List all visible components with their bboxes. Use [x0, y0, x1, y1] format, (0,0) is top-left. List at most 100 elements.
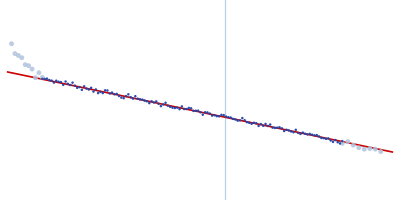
Point [169, 106, 176, 109]
Point [176, 108, 183, 111]
Point [22, 63, 28, 66]
Point [165, 104, 171, 107]
Point [337, 142, 343, 145]
Point [204, 111, 211, 114]
Point [292, 128, 299, 131]
Point [361, 148, 368, 151]
Point [12, 52, 18, 55]
Point [332, 138, 338, 142]
Point [366, 147, 373, 150]
Point [232, 118, 238, 121]
Point [304, 133, 311, 136]
Point [15, 54, 22, 57]
Point [181, 107, 187, 111]
Point [220, 113, 227, 117]
Point [48, 79, 55, 82]
Point [100, 91, 106, 95]
Point [118, 96, 124, 99]
Point [265, 124, 271, 128]
Point [372, 148, 378, 151]
Point [323, 137, 329, 140]
Point [69, 81, 76, 84]
Point [81, 85, 87, 88]
Point [248, 122, 255, 125]
Point [134, 97, 141, 100]
Point [242, 119, 248, 122]
Point [339, 142, 346, 145]
Point [102, 89, 108, 92]
Point [128, 96, 134, 99]
Point [350, 144, 356, 147]
Point [42, 77, 48, 80]
Point [211, 114, 218, 117]
Point [297, 132, 304, 136]
Point [106, 92, 113, 95]
Point [230, 117, 236, 120]
Point [67, 83, 74, 87]
Point [125, 93, 132, 96]
Point [202, 111, 208, 114]
Point [123, 94, 129, 98]
Point [39, 76, 46, 79]
Point [239, 116, 246, 120]
Point [288, 130, 294, 133]
Point [281, 129, 287, 133]
Point [36, 71, 42, 74]
Point [276, 126, 283, 129]
Point [174, 106, 180, 109]
Point [325, 137, 332, 140]
Point [29, 67, 35, 71]
Point [334, 141, 341, 144]
Point [378, 150, 384, 153]
Point [339, 140, 346, 143]
Point [55, 80, 62, 83]
Point [255, 124, 262, 128]
Point [295, 131, 301, 134]
Point [155, 102, 162, 105]
Point [290, 131, 297, 134]
Point [228, 116, 234, 119]
Point [8, 42, 15, 45]
Point [274, 126, 280, 129]
Point [44, 77, 50, 80]
Point [183, 107, 190, 111]
Point [237, 119, 243, 122]
Point [148, 100, 155, 103]
Point [86, 88, 92, 91]
Point [188, 107, 194, 110]
Point [260, 124, 266, 127]
Point [137, 98, 143, 101]
Point [111, 93, 118, 96]
Point [283, 128, 290, 131]
Point [32, 76, 39, 79]
Point [92, 88, 99, 91]
Point [116, 94, 122, 98]
Point [26, 64, 32, 67]
Point [190, 109, 197, 112]
Point [214, 115, 220, 118]
Point [160, 103, 166, 106]
Point [88, 86, 94, 89]
Point [253, 122, 260, 125]
Point [60, 83, 66, 86]
Point [46, 78, 52, 82]
Point [172, 106, 178, 110]
Point [309, 133, 315, 136]
Point [225, 116, 232, 119]
Point [258, 122, 264, 126]
Point [58, 81, 64, 84]
Point [272, 126, 278, 130]
Point [109, 91, 115, 94]
Point [192, 109, 199, 112]
Point [218, 113, 224, 116]
Point [18, 56, 25, 59]
Point [153, 100, 160, 103]
Point [246, 121, 252, 124]
Point [330, 140, 336, 143]
Point [234, 119, 241, 122]
Point [195, 109, 201, 112]
Point [51, 81, 57, 84]
Point [186, 106, 192, 110]
Point [345, 140, 351, 143]
Point [142, 99, 148, 102]
